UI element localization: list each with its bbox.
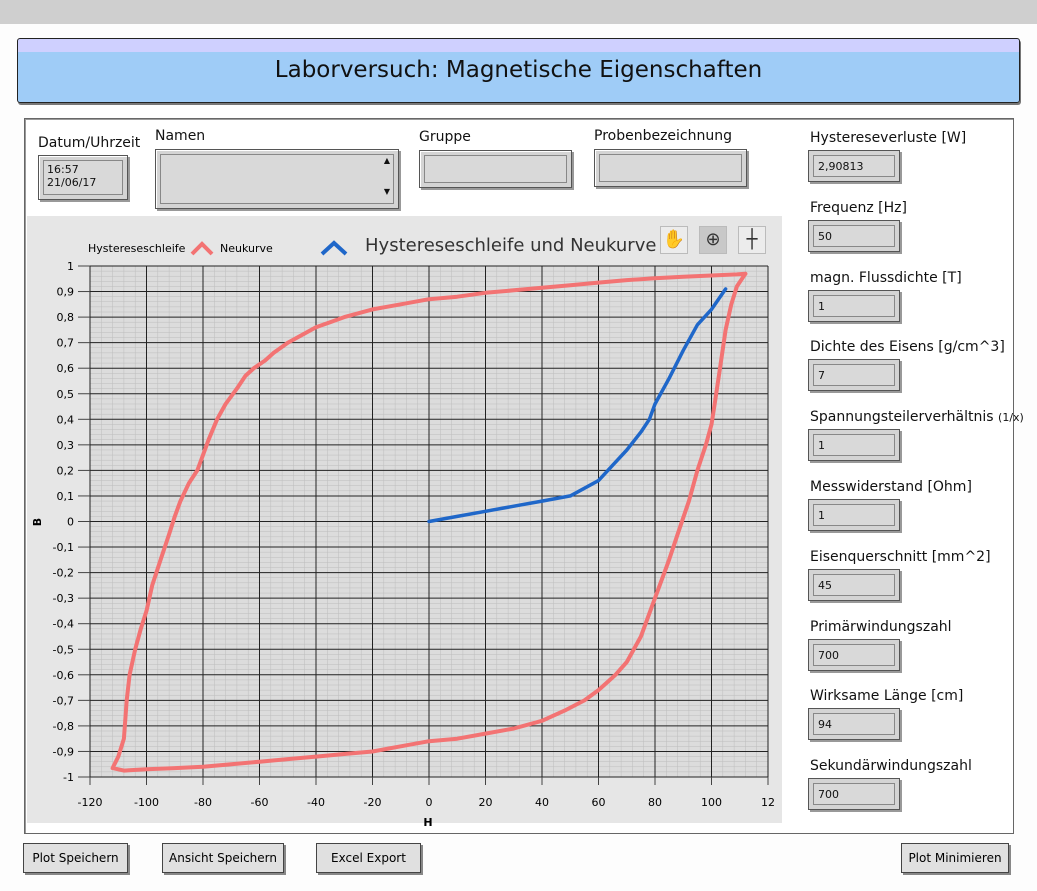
date-value: 21/06/17 xyxy=(47,176,97,189)
param-label-text: Primärwindungszahl xyxy=(810,618,952,635)
param-label-text: Eisenquerschnitt [mm^2] xyxy=(810,548,991,565)
param-field-2[interactable]: 1 xyxy=(808,289,900,322)
param-field-8[interactable]: 94 xyxy=(808,708,900,741)
group-label: Gruppe xyxy=(419,129,471,145)
param-field-1[interactable]: 50 xyxy=(808,219,900,252)
param-label-text: Messwiderstand [Ohm] xyxy=(810,479,972,495)
excel-export-button[interactable]: Excel Export xyxy=(316,843,421,873)
param-label-5: Messwiderstand [Ohm] xyxy=(810,479,972,495)
scroll-down-icon[interactable]: ▼ xyxy=(383,187,391,196)
sample-label: Probenbezeichnung xyxy=(594,128,733,144)
param-label-text: Spannungsteilerverhältnis xyxy=(810,409,994,426)
param-label-0: Hystereseverluste [W] xyxy=(810,130,966,146)
title-banner: Laborversuch: Magnetische Eigenschaften xyxy=(17,38,1020,103)
param-label-text: Dichte des Eisens [g/cm^3] xyxy=(810,339,1005,356)
param-value-6[interactable]: 45 xyxy=(813,573,895,596)
view-save-button[interactable]: Ansicht Speichern xyxy=(162,843,284,873)
plot-minimize-button[interactable]: Plot Minimieren xyxy=(901,843,1009,873)
param-label-9: Sekundärwindungszahl xyxy=(810,758,972,774)
param-value-3[interactable]: 7 xyxy=(813,364,895,387)
param-label-text: Wirksame Länge [cm] xyxy=(810,688,964,705)
param-value-4[interactable]: 1 xyxy=(813,434,895,457)
group-input[interactable] xyxy=(419,150,572,188)
param-label-8: Wirksame Länge [cm] xyxy=(810,688,963,704)
param-field-9[interactable]: 700 xyxy=(808,778,900,811)
param-field-0[interactable]: 2,90813 xyxy=(808,150,900,182)
param-value-9[interactable]: 700 xyxy=(813,783,895,806)
names-value[interactable] xyxy=(160,154,394,204)
plot-save-button[interactable]: Plot Speichern xyxy=(23,843,128,873)
time-value: 16:57 xyxy=(47,163,79,176)
param-label-text: Hystereseverluste [W] xyxy=(810,130,967,146)
param-value-2[interactable]: 1 xyxy=(813,294,895,317)
names-input[interactable]: ▲ ▼ xyxy=(155,149,399,209)
param-value-8[interactable]: 94 xyxy=(813,713,895,736)
param-value-0[interactable]: 2,90813 xyxy=(813,155,895,177)
param-label-text: magn. Flussdichte [T] xyxy=(810,269,962,286)
names-label: Namen xyxy=(155,128,206,144)
page-title: Laborversuch: Magnetische Eigenschaften xyxy=(274,57,763,83)
param-field-4[interactable]: 1 xyxy=(808,429,900,462)
crosshair-icon[interactable]: ┼ xyxy=(738,226,766,254)
sample-input[interactable] xyxy=(594,149,747,187)
param-field-6[interactable]: 45 xyxy=(808,568,900,601)
datetime-display: 16:57 21/06/17 xyxy=(38,155,128,200)
param-field-3[interactable]: 7 xyxy=(808,359,900,392)
param-field-5[interactable]: 1 xyxy=(808,499,900,531)
param-label-2: magn. Flussdichte [T] xyxy=(810,270,962,286)
param-label-1: Frequenz [Hz] xyxy=(810,200,907,216)
hand-icon[interactable]: ✋ xyxy=(660,226,688,254)
group-value[interactable] xyxy=(424,155,567,183)
param-field-7[interactable]: 700 xyxy=(808,638,900,671)
window-top-bar xyxy=(0,0,1037,24)
sample-value[interactable] xyxy=(599,154,742,182)
zoom-icon[interactable]: ⊕ xyxy=(699,226,727,254)
datetime-label: Datum/Uhrzeit xyxy=(38,135,141,151)
param-label-7: Primärwindungszahl xyxy=(810,619,952,635)
graph-panel xyxy=(27,216,782,823)
param-label-3: Dichte des Eisens [g/cm^3] xyxy=(810,339,1005,355)
param-label-text: Frequenz [Hz] xyxy=(810,199,907,216)
param-label-text: Sekundärwindungszahl xyxy=(810,758,972,775)
param-value-5[interactable]: 1 xyxy=(813,504,895,526)
scroll-up-icon[interactable]: ▲ xyxy=(383,156,391,165)
param-value-1[interactable]: 50 xyxy=(813,224,895,247)
names-scrollbar[interactable]: ▲ ▼ xyxy=(380,156,394,202)
param-label-4: Spannungsteilerverhältnis (1/x) xyxy=(810,409,1024,425)
param-value-7[interactable]: 700 xyxy=(813,643,895,666)
param-label-6: Eisenquerschnitt [mm^2] xyxy=(810,549,991,565)
param-label-suffix: (1/x) xyxy=(998,411,1024,425)
